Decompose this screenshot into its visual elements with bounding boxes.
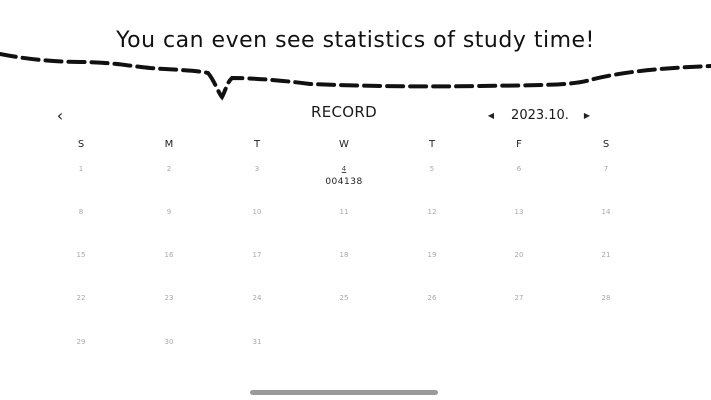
day-number: 20 [514,251,524,259]
day-number: 31 [252,338,262,346]
day-number: 18 [339,251,349,259]
calendar-day[interactable]: 22 [61,293,101,303]
weekday-label: M [164,139,174,150]
day-number: 4 [341,165,347,173]
weekday-label: T [253,139,261,150]
study-time-record: 004138 [325,177,363,187]
calendar-day[interactable]: 10 [237,207,277,217]
chevron-left-icon[interactable]: ‹ [56,106,64,125]
calendar-day[interactable]: 12 [412,207,452,217]
calendar-day[interactable]: 7 [586,164,626,174]
day-number: 5 [429,165,435,173]
day-number: 11 [339,208,349,216]
day-number: 9 [166,208,172,216]
day-number: 21 [601,251,611,259]
calendar-day[interactable]: 16 [149,250,189,260]
calendar-day[interactable]: 9 [149,207,189,217]
calendar-day[interactable]: 8 [61,207,101,217]
calendar-day[interactable]: 11 [324,207,364,217]
day-number: 28 [601,294,611,302]
calendar-day[interactable]: 18 [324,250,364,260]
day-number: 17 [252,251,262,259]
day-number: 26 [427,294,437,302]
day-number: 3 [254,165,260,173]
weekday-label: T [428,139,436,150]
day-number: 23 [164,294,174,302]
record-header: ‹ RECORD ◀ 2023.10. ▶ [0,96,711,126]
month-navigator: ◀ 2023.10. ▶ [484,108,602,124]
day-number: 25 [339,294,349,302]
calendar-day[interactable]: 21 [586,250,626,260]
triangle-left-icon[interactable]: ◀ [487,111,495,120]
calendar-day[interactable]: 23 [149,293,189,303]
day-number: 12 [427,208,437,216]
day-number: 24 [252,294,262,302]
calendar-day[interactable]: 15 [61,250,101,260]
calendar-day[interactable]: 24 [237,293,277,303]
current-month: 2023.10. [511,108,569,123]
calendar-day[interactable]: 19 [412,250,452,260]
calendar-day[interactable]: 25 [324,293,364,303]
calendar-day[interactable]: 2 [149,164,189,174]
day-number: 16 [164,251,174,259]
day-number: 19 [427,251,437,259]
calendar-day[interactable]: 4 004138 [324,164,364,187]
calendar-day[interactable]: 20 [499,250,539,260]
home-indicator[interactable] [250,390,438,395]
day-number: 29 [76,338,86,346]
weekday-label: F [516,139,522,150]
calendar-day[interactable]: 14 [586,207,626,217]
promo-caption: You can even see statistics of study tim… [116,28,595,53]
calendar-day[interactable]: 3 [237,164,277,174]
speech-bubble-dashed-outline [0,52,711,101]
calendar-day[interactable]: 31 [237,337,277,347]
day-number: 22 [76,294,86,302]
day-number: 8 [78,208,84,216]
calendar-day[interactable]: 29 [61,337,101,347]
weekday-label: S [77,139,85,150]
calendar-day[interactable]: 27 [499,293,539,303]
day-number: 1 [78,165,84,173]
calendar-day[interactable]: 5 [412,164,452,174]
calendar-day[interactable]: 17 [237,250,277,260]
calendar-day[interactable]: 26 [412,293,452,303]
calendar-day[interactable]: 6 [499,164,539,174]
calendar-day[interactable]: 1 [61,164,101,174]
day-number: 2 [166,165,172,173]
day-number: 14 [601,208,611,216]
day-number: 15 [76,251,86,259]
weekday-label: S [602,139,610,150]
day-number: 30 [164,338,174,346]
day-number: 7 [603,165,609,173]
triangle-right-icon[interactable]: ▶ [583,111,591,120]
weekday-label: W [339,139,349,150]
calendar-day[interactable]: 30 [149,337,189,347]
page-title: RECORD [311,103,377,121]
day-number: 13 [514,208,524,216]
day-number: 27 [514,294,524,302]
calendar-day[interactable]: 13 [499,207,539,217]
day-number: 6 [516,165,522,173]
calendar-day[interactable]: 28 [586,293,626,303]
day-number: 10 [252,208,262,216]
